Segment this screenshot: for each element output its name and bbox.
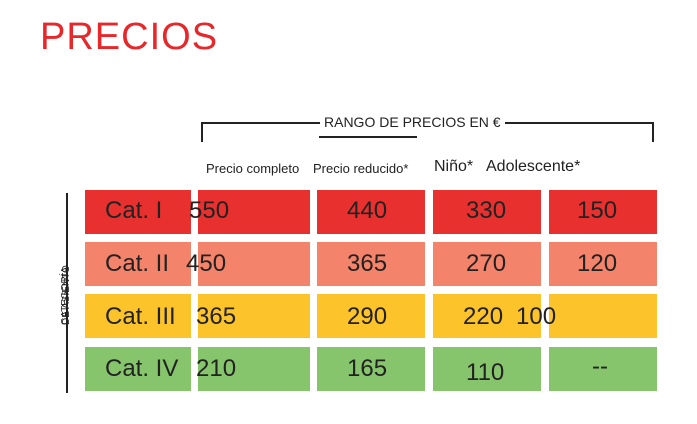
row-3-full-cell [198, 294, 310, 338]
row-2-teen-cell [549, 242, 657, 286]
column-header-child: Niño* [434, 158, 474, 175]
row-3-category-cell [85, 294, 191, 338]
price-range-label: RANGO DE PRECIOS EN € [320, 114, 505, 130]
row-1-child-cell [433, 190, 541, 234]
row-1-teen-cell [549, 190, 657, 234]
row-4-category-label: Cat. IV [105, 355, 179, 382]
row-2-reduced-cell [317, 242, 425, 286]
row-1-reduced-price: 440 [347, 197, 388, 224]
row-2-child-price: 270 [466, 250, 507, 277]
row-4-category-cell [85, 347, 191, 391]
column-header-full: Precio completo [206, 161, 300, 176]
row-4-reduced-price: 165 [347, 355, 388, 382]
row-3-full-price: 365 [196, 303, 237, 330]
column-header-teen: Adolescente* [486, 158, 581, 175]
row-1-reduced-cell [317, 190, 425, 234]
row-3-child-cell [433, 294, 541, 338]
category-axis-label-line-2: DE ASIENTO [61, 265, 72, 325]
row-2-child-cell [433, 242, 541, 286]
row-3-reduced-price: 290 [347, 303, 388, 330]
row-1-teen-price: 150 [577, 197, 618, 224]
row-4-child-price: 110 [466, 359, 505, 386]
row-3-teen-cell [549, 294, 657, 338]
row-4-full-cell [198, 347, 310, 391]
row-4-child-cell [433, 347, 541, 391]
row-2-full-price: 450 [186, 250, 227, 277]
price-range-sub-bar [319, 136, 417, 138]
category-axis-line [66, 193, 68, 393]
row-2-reduced-price: 365 [347, 250, 388, 277]
row-3-teen-price: 100 [516, 303, 557, 330]
row-1-category-label: Cat. I [105, 197, 163, 224]
row-3-category-label: Cat. III [105, 303, 176, 330]
row-2-teen-price: 120 [577, 250, 618, 277]
row-1-full-price: 550 [189, 197, 230, 224]
row-4-full-price: 210 [196, 355, 237, 382]
row-3-child-price: 220 [463, 303, 504, 330]
row-2-category-cell [85, 242, 191, 286]
row-1-child-price: 330 [466, 197, 507, 224]
row-4-teen-price: -- [592, 353, 608, 380]
page-title: PRECIOS [40, 16, 219, 58]
row-4-reduced-cell [317, 347, 425, 391]
row-2-full-cell [198, 242, 310, 286]
row-1-category-cell [85, 190, 191, 234]
row-4-teen-cell [549, 347, 657, 391]
row-2-category-label: Cat. II [105, 250, 170, 277]
row-3-reduced-cell [317, 294, 425, 338]
row-1-full-cell [198, 190, 310, 234]
column-header-reduced: Precio reducido* [313, 161, 409, 176]
